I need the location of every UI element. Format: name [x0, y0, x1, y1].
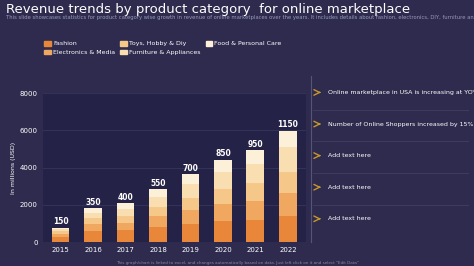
Text: Add text here: Add text here — [328, 216, 371, 221]
Text: Key Insights: Key Insights — [338, 104, 401, 113]
Text: Add text here: Add text here — [328, 185, 371, 190]
Bar — [52, 229, 70, 231]
Bar — [117, 216, 135, 223]
Legend: Fashion, Electronics & Media, Toys, Hobby & Diy, Furniture & Appliances, Food & : Fashion, Electronics & Media, Toys, Hobb… — [43, 40, 283, 56]
Bar — [117, 209, 135, 216]
Bar — [182, 210, 200, 225]
Bar — [149, 217, 167, 227]
Bar — [214, 222, 232, 242]
Text: Number of Online Shoppers increased by 15% in 2022: Number of Online Shoppers increased by 1… — [328, 122, 474, 127]
Text: 850: 850 — [215, 149, 231, 159]
Text: 150: 150 — [53, 217, 68, 226]
Bar — [279, 131, 297, 147]
Bar — [149, 189, 167, 197]
Bar — [117, 223, 135, 230]
Bar — [52, 234, 70, 237]
Bar — [84, 218, 102, 225]
Bar — [279, 172, 297, 193]
Bar — [182, 225, 200, 242]
Bar — [246, 220, 264, 242]
Bar — [117, 230, 135, 242]
Bar — [279, 147, 297, 172]
Bar — [279, 193, 297, 217]
Text: This graph/chart is linked to excel, and changes automatically based on data. Ju: This graph/chart is linked to excel, and… — [116, 261, 358, 265]
Bar — [214, 204, 232, 222]
Bar — [52, 237, 70, 242]
Bar — [279, 217, 297, 242]
Text: 950: 950 — [247, 140, 263, 149]
Text: 400: 400 — [118, 193, 133, 202]
Bar — [52, 231, 70, 234]
Bar — [182, 174, 200, 184]
Text: Add text here: Add text here — [328, 153, 371, 158]
Text: Revenue: Revenue — [136, 104, 179, 113]
Text: 700: 700 — [182, 164, 199, 173]
Bar — [214, 172, 232, 189]
Bar — [84, 225, 102, 231]
Bar — [52, 227, 70, 229]
Text: 1150: 1150 — [277, 120, 298, 130]
Bar — [149, 197, 167, 207]
Bar — [84, 213, 102, 218]
Bar — [246, 150, 264, 164]
Bar — [246, 164, 264, 183]
Bar — [246, 183, 264, 201]
Bar — [214, 189, 232, 204]
Bar — [149, 227, 167, 242]
Bar — [246, 201, 264, 220]
Text: 350: 350 — [85, 198, 101, 207]
Bar — [182, 184, 200, 198]
Bar — [84, 208, 102, 213]
Bar — [214, 160, 232, 172]
Text: Revenue trends by product category  for online marketplace: Revenue trends by product category for o… — [6, 3, 410, 16]
Text: 550: 550 — [150, 178, 166, 188]
Bar — [117, 203, 135, 209]
Text: Online marketplace in USA is increasing at YOY  growth rate of 20%: Online marketplace in USA is increasing … — [328, 90, 474, 95]
Bar — [182, 198, 200, 210]
Y-axis label: In millions (USD): In millions (USD) — [10, 142, 16, 194]
Bar — [149, 207, 167, 217]
Text: This slide showcases statistics for product category wise growth in revenue of o: This slide showcases statistics for prod… — [6, 15, 474, 20]
Bar — [84, 231, 102, 242]
